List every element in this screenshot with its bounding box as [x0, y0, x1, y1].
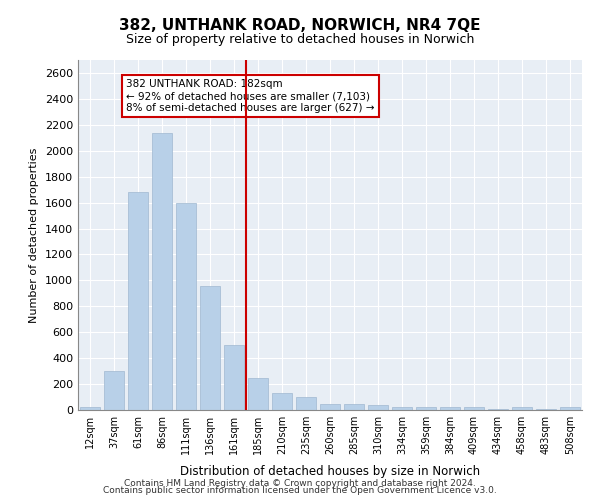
Bar — [344, 404, 364, 410]
Bar — [152, 132, 172, 410]
Bar — [488, 409, 508, 410]
Bar — [128, 192, 148, 410]
Bar — [416, 408, 436, 410]
Text: Contains public sector information licensed under the Open Government Licence v3: Contains public sector information licen… — [103, 486, 497, 495]
Text: Contains HM Land Registry data © Crown copyright and database right 2024.: Contains HM Land Registry data © Crown c… — [124, 478, 476, 488]
Bar — [272, 393, 292, 410]
Bar — [176, 202, 196, 410]
Bar — [440, 408, 460, 410]
Bar — [512, 408, 532, 410]
Y-axis label: Number of detached properties: Number of detached properties — [29, 148, 40, 322]
Text: Size of property relative to detached houses in Norwich: Size of property relative to detached ho… — [126, 32, 474, 46]
Bar — [248, 378, 268, 410]
Bar — [296, 397, 316, 410]
Bar — [320, 404, 340, 410]
Bar — [200, 286, 220, 410]
X-axis label: Distribution of detached houses by size in Norwich: Distribution of detached houses by size … — [180, 466, 480, 478]
Bar — [224, 344, 244, 410]
Bar — [560, 407, 580, 410]
Bar — [104, 371, 124, 410]
Bar — [368, 406, 388, 410]
Text: 382, UNTHANK ROAD, NORWICH, NR4 7QE: 382, UNTHANK ROAD, NORWICH, NR4 7QE — [119, 18, 481, 32]
Text: 382 UNTHANK ROAD: 182sqm
← 92% of detached houses are smaller (7,103)
8% of semi: 382 UNTHANK ROAD: 182sqm ← 92% of detach… — [126, 80, 374, 112]
Bar — [464, 408, 484, 410]
Bar — [392, 408, 412, 410]
Bar — [80, 407, 100, 410]
